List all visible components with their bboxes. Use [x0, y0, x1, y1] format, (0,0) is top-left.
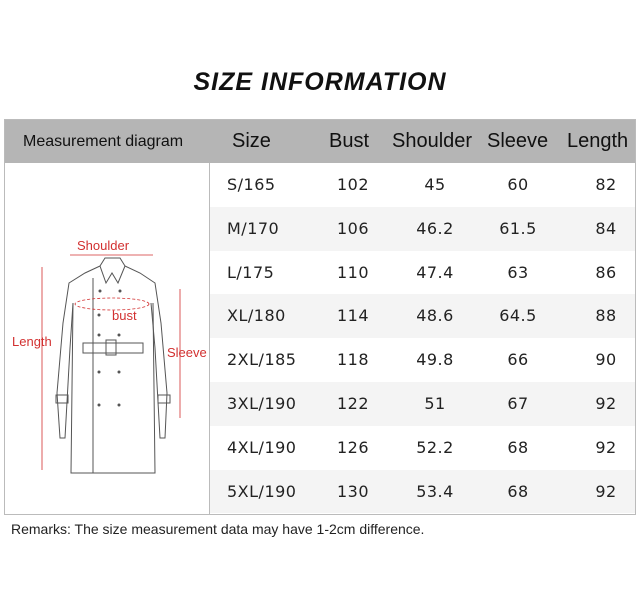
table-row: 5XL/190 130 53.4 68 92 — [210, 469, 635, 514]
diagram-label-shoulder: Shoulder — [77, 238, 130, 253]
page-title: SIZE INFORMATION — [193, 68, 447, 96]
cell-shoulder: 47.4 — [416, 262, 454, 282]
cell-shoulder: 52.2 — [416, 437, 454, 457]
cell-sleeve: 67 — [507, 393, 529, 413]
cell-bust: 118 — [336, 350, 370, 370]
table-row: L/175 110 47.4 63 86 — [210, 251, 635, 295]
table-row: 4XL/190 126 52.2 68 92 — [210, 426, 635, 470]
cell-shoulder: 48.6 — [416, 306, 454, 326]
cell-size: M/170 — [227, 218, 280, 238]
cell-bust: 130 — [336, 481, 370, 501]
cell-size: 5XL/190 — [227, 481, 297, 501]
cell-shoulder: 46.2 — [416, 218, 454, 238]
cell-length: 92 — [595, 437, 617, 457]
cell-length: 86 — [595, 262, 617, 282]
cell-bust: 106 — [336, 218, 370, 238]
cell-size: 2XL/185 — [227, 350, 297, 370]
cell-bust: 114 — [336, 306, 370, 326]
coat-diagram-icon: Shoulder bust Length Sleeve — [12, 238, 207, 474]
table-row: S/165 102 45 60 82 — [210, 163, 635, 207]
cell-shoulder: 51 — [424, 393, 446, 413]
cell-sleeve: 61.5 — [499, 218, 537, 238]
cell-length: 84 — [595, 218, 617, 238]
cell-bust: 110 — [336, 262, 370, 282]
cell-sleeve: 63 — [507, 262, 529, 282]
table-row: 3XL/190 122 51 67 92 — [210, 381, 635, 426]
cell-length: 90 — [595, 350, 617, 370]
cell-size: 4XL/190 — [227, 437, 297, 457]
cell-bust: 122 — [336, 393, 370, 413]
cell-sleeve: 64.5 — [499, 306, 537, 326]
table-row: 2XL/185 118 49.8 66 90 — [210, 338, 635, 382]
cell-shoulder: 53.4 — [416, 481, 454, 501]
cell-sleeve: 66 — [507, 350, 529, 370]
cell-size: S/165 — [227, 175, 276, 194]
cell-length: 92 — [595, 481, 617, 501]
cell-sleeve: 68 — [507, 437, 529, 457]
header-shoulder: Shoulder — [392, 130, 473, 152]
measurement-diagram: Shoulder bust Length Sleeve — [5, 163, 210, 514]
cell-size: XL/180 — [227, 306, 286, 326]
cell-bust: 126 — [336, 437, 370, 457]
table-row: XL/180 114 48.6 64.5 88 — [210, 294, 635, 339]
diagram-label-bust: bust — [112, 308, 137, 323]
cell-length: 88 — [595, 306, 617, 326]
table-row: M/170 106 46.2 61.5 84 — [210, 206, 635, 251]
cell-shoulder: 49.8 — [416, 350, 454, 370]
size-table: Measurement diagram Size Bust Shoulder S… — [4, 119, 636, 515]
header-bust: Bust — [329, 130, 370, 152]
table-header: Measurement diagram Size Bust Shoulder S… — [5, 120, 635, 163]
cell-shoulder: 45 — [424, 175, 446, 194]
cell-length: 82 — [595, 175, 617, 194]
cell-sleeve: 68 — [507, 481, 529, 501]
cell-bust: 102 — [336, 175, 370, 194]
diagram-label-length: Length — [12, 334, 52, 349]
header-sleeve: Sleeve — [487, 130, 549, 152]
cell-size: L/175 — [227, 262, 275, 282]
remarks-text: Remarks: The size measurement data may h… — [11, 521, 425, 537]
cell-size: 3XL/190 — [227, 393, 297, 413]
diagram-label-sleeve: Sleeve — [167, 345, 207, 360]
cell-sleeve: 60 — [507, 175, 529, 194]
header-size: Size — [232, 130, 271, 152]
cell-length: 92 — [595, 393, 617, 413]
header-length: Length — [567, 130, 629, 152]
header-measurement-diagram: Measurement diagram — [23, 133, 184, 150]
table-body: S/165 102 45 60 82 M/170 106 46.2 61.5 84 L/175 110… — [210, 163, 635, 514]
